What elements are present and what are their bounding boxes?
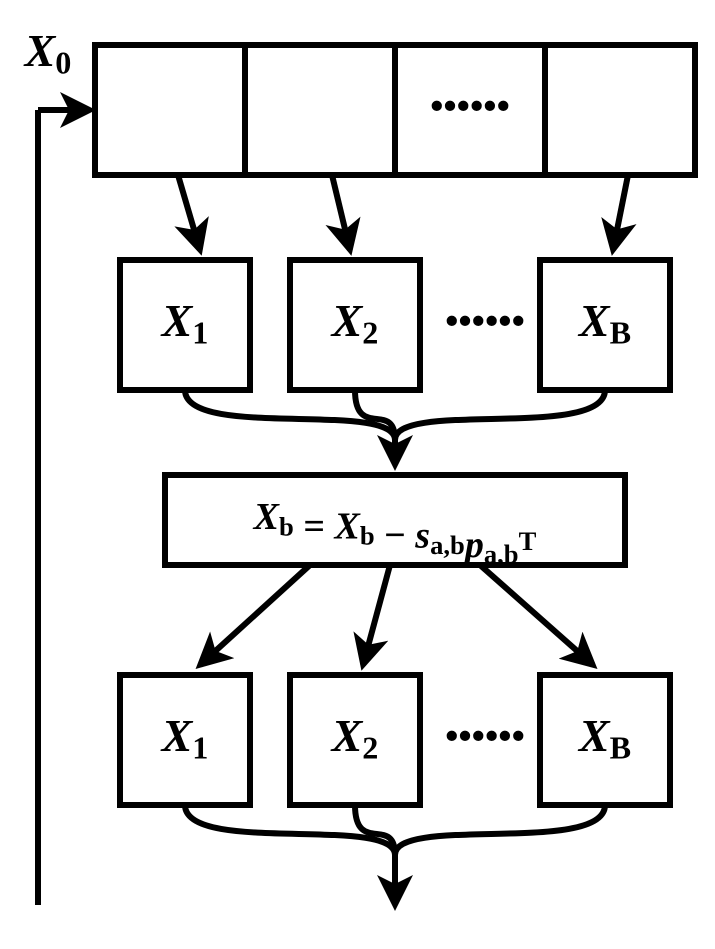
arrow-formula-to-sub-2 (480, 565, 593, 665)
arrow-formula-to-sub-1 (363, 565, 390, 665)
top-cell-0 (95, 45, 245, 175)
sub1-dots: •••••• (445, 301, 525, 343)
merge2-right (395, 805, 605, 855)
merge1-right (395, 390, 605, 440)
label-x0: X0 (23, 25, 72, 81)
top-cell-1 (245, 45, 395, 175)
arrow-top-to-sub-2 (613, 175, 628, 250)
arrow-top-to-sub-1 (332, 175, 350, 250)
sub2-dots: •••••• (445, 716, 525, 758)
arrow-top-to-sub-0 (178, 175, 200, 250)
flow-diagram: X0••••••X1X2XB••••••Xb = Xb − sa,bpa,bTX… (0, 0, 715, 949)
top-cell-3 (545, 45, 695, 175)
top-row-dots: •••••• (430, 86, 510, 128)
arrow-formula-to-sub-0 (200, 565, 310, 665)
